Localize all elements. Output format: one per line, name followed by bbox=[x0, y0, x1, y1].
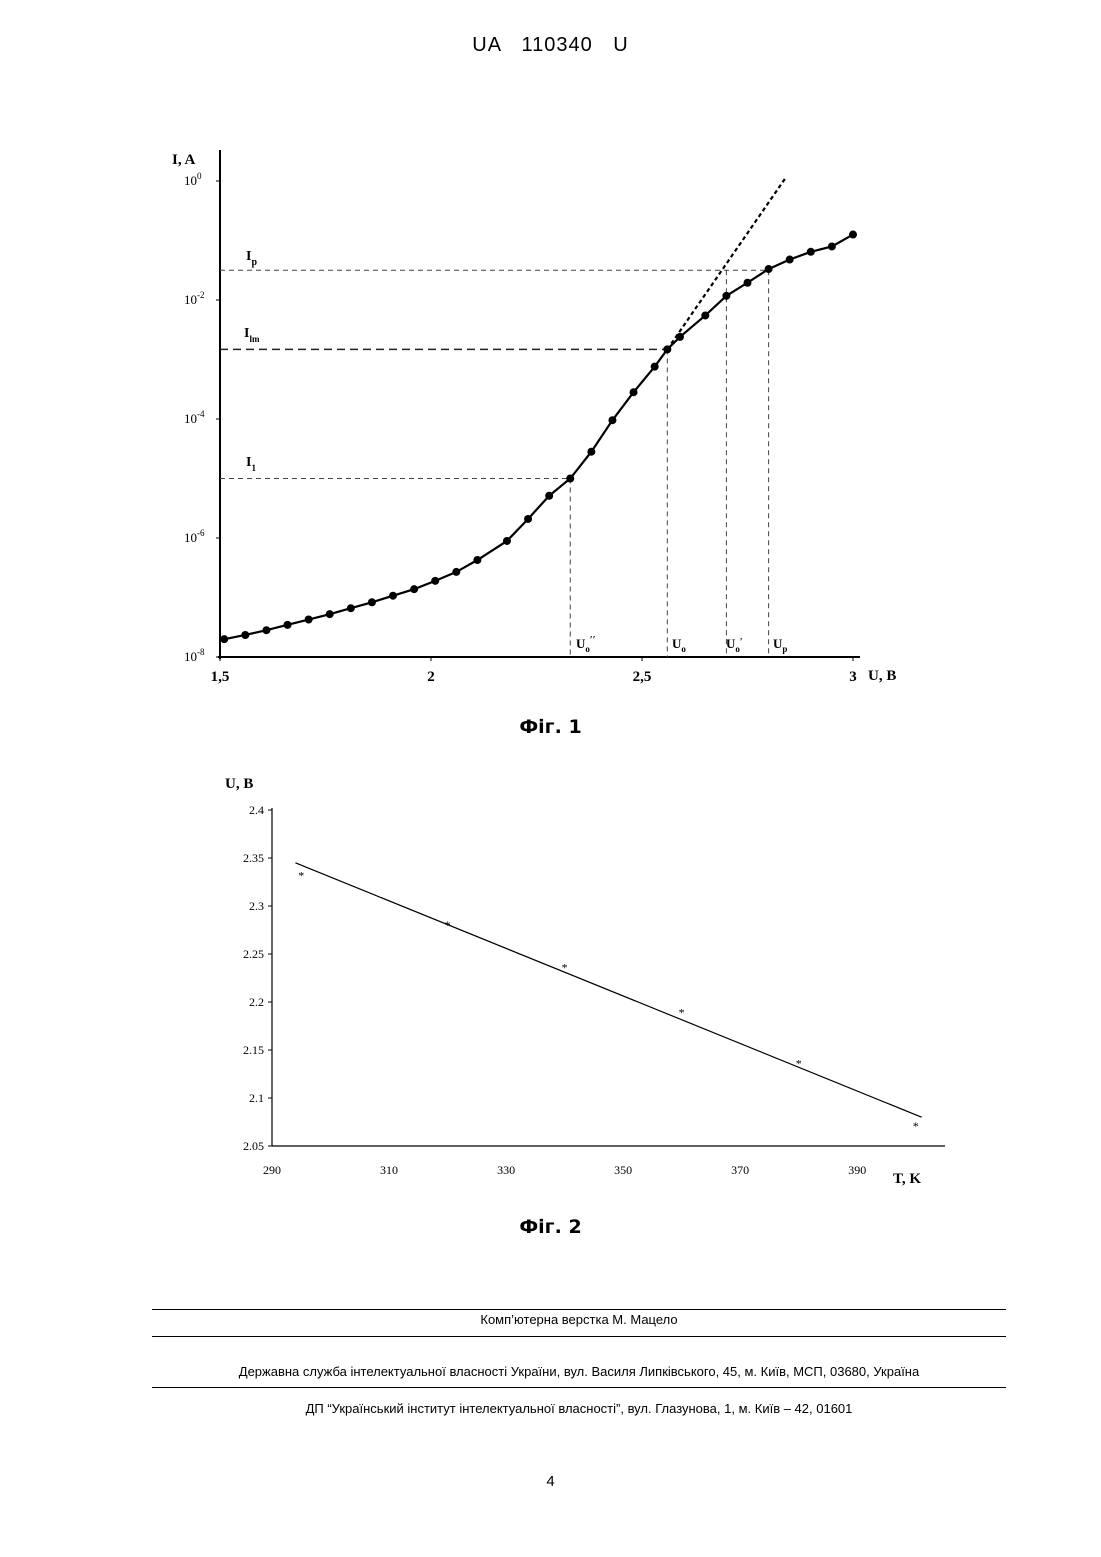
y-tick-label-2: 2.25 bbox=[243, 947, 264, 961]
data-point bbox=[651, 363, 659, 371]
y-tick-label-2: 2.05 bbox=[243, 1139, 264, 1153]
footer-agency-address: Державна служба інтелектуальної власност… bbox=[152, 1364, 1006, 1379]
data-point bbox=[347, 604, 355, 612]
figure-2-axes bbox=[268, 808, 945, 1146]
x-tick-label: 2,5 bbox=[633, 669, 652, 685]
page-number: 4 bbox=[0, 1473, 1101, 1490]
x-tick-label-2: 330 bbox=[497, 1163, 515, 1177]
series-line-extrapolated bbox=[667, 178, 785, 349]
data-point-2: * bbox=[913, 1119, 919, 1133]
data-point bbox=[587, 448, 595, 456]
figure-2-series: * * * * * * bbox=[295, 863, 921, 1133]
figure-2-chart: * * * * * * 2.4 2.35 2.3 2.25 2.2 2.15 2.1 2.05 290 31… bbox=[0, 770, 1101, 1210]
x-axis-label: U, B bbox=[868, 668, 896, 684]
footer-typesetter: Комп’ютерна верстка М. Мацело bbox=[152, 1312, 1006, 1327]
figure-2-caption: Фіг. 2 bbox=[0, 1216, 1101, 1238]
footer-divider-1 bbox=[152, 1309, 1006, 1310]
data-point bbox=[786, 256, 794, 264]
x-tick-label-2: 370 bbox=[731, 1163, 749, 1177]
label-ilm: Ilm bbox=[244, 326, 260, 344]
y-tick-label-2: 2.3 bbox=[249, 899, 264, 913]
data-point-2: * bbox=[679, 1006, 685, 1020]
y-tick-label-2: 2.35 bbox=[243, 851, 264, 865]
data-point bbox=[305, 616, 313, 624]
label-u0-double-prime: Uo′′ bbox=[576, 635, 596, 654]
y-tick-label-2: 2.1 bbox=[249, 1091, 264, 1105]
data-point bbox=[473, 556, 481, 564]
data-point bbox=[389, 592, 397, 600]
data-point bbox=[241, 631, 249, 639]
x-tick-label: 1,5 bbox=[211, 669, 230, 685]
figure-1-tick-labels: 100 10-2 10-4 10-6 10-8 1,5 2 2,5 3 bbox=[184, 171, 857, 685]
label-i1: I1 bbox=[246, 455, 256, 473]
y-tick-label: 10-4 bbox=[184, 409, 205, 426]
y-tick-label-2: 2.4 bbox=[249, 803, 264, 817]
trend-line bbox=[295, 863, 921, 1117]
y-tick-label: 10-6 bbox=[184, 528, 205, 545]
figure-1-axes bbox=[216, 150, 860, 661]
data-point bbox=[701, 311, 709, 319]
series-line-measured bbox=[224, 235, 853, 640]
data-point bbox=[284, 621, 292, 629]
data-point bbox=[566, 475, 574, 483]
footer-divider-2 bbox=[152, 1336, 1006, 1337]
footer-institute-address: ДП “Український інститут інтелектуальної… bbox=[152, 1401, 1006, 1416]
data-point-2: * bbox=[562, 960, 568, 974]
y-axis-label: I, A bbox=[172, 152, 196, 168]
data-point bbox=[744, 279, 752, 287]
y-tick-label: 100 bbox=[184, 171, 202, 188]
data-point bbox=[630, 388, 638, 396]
y-tick-label-2: 2.15 bbox=[243, 1043, 264, 1057]
data-point bbox=[220, 635, 228, 643]
label-u0: Uo bbox=[672, 636, 686, 654]
figure-1-chart: 100 10-2 10-4 10-6 10-8 1,5 2 2,5 3 I, A U, B Ip… bbox=[0, 0, 1101, 720]
data-point bbox=[849, 231, 857, 239]
data-point bbox=[765, 265, 773, 273]
data-point-2: * bbox=[445, 918, 451, 932]
data-point bbox=[828, 242, 836, 250]
data-point bbox=[262, 626, 270, 634]
figure-2-tick-labels: 2.4 2.35 2.3 2.25 2.2 2.15 2.1 2.05 290 310 330 350… bbox=[243, 803, 866, 1177]
data-point bbox=[452, 568, 460, 576]
data-point bbox=[524, 515, 532, 523]
label-ip: Ip bbox=[246, 249, 257, 268]
x-tick-label-2: 310 bbox=[380, 1163, 398, 1177]
figure-1-series bbox=[220, 178, 857, 643]
figure-1-caption: Фіг. 1 bbox=[0, 716, 1101, 738]
label-up: Up bbox=[773, 636, 787, 654]
data-point bbox=[807, 248, 815, 256]
x-axis-label-2: T, K bbox=[893, 1171, 921, 1187]
x-tick-label: 3 bbox=[849, 669, 857, 685]
x-tick-label-2: 350 bbox=[614, 1163, 632, 1177]
y-axis-label-2: U, B bbox=[225, 776, 253, 792]
x-tick-label-2: 290 bbox=[263, 1163, 281, 1177]
data-point bbox=[410, 585, 418, 593]
label-u0-prime: Uo′ bbox=[726, 636, 743, 654]
data-point-2: * bbox=[298, 868, 304, 882]
y-tick-label: 10-2 bbox=[184, 290, 205, 307]
data-point bbox=[431, 577, 439, 585]
footer-divider-3 bbox=[152, 1387, 1006, 1388]
data-point bbox=[545, 492, 553, 500]
data-point bbox=[326, 610, 334, 618]
data-point-2: * bbox=[796, 1056, 802, 1070]
data-point bbox=[608, 416, 616, 424]
data-point bbox=[503, 537, 511, 545]
x-tick-label-2: 390 bbox=[848, 1163, 866, 1177]
y-tick-label: 10-8 bbox=[184, 647, 205, 664]
y-tick-label-2: 2.2 bbox=[249, 995, 264, 1009]
figure-1-guide-lines bbox=[220, 270, 769, 657]
data-point bbox=[722, 292, 730, 300]
data-point bbox=[368, 598, 376, 606]
x-tick-label: 2 bbox=[427, 669, 435, 685]
